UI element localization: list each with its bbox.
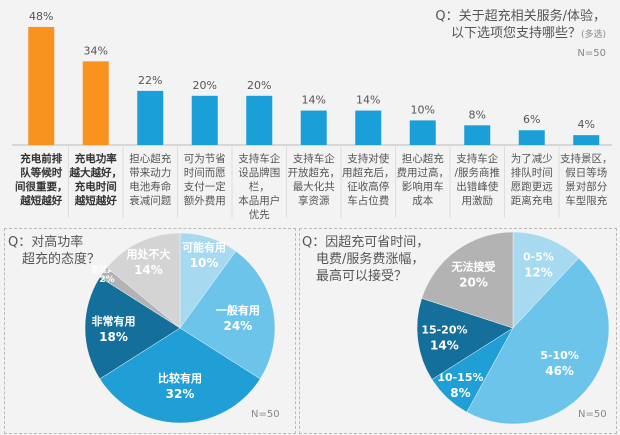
bar (246, 95, 273, 145)
pie-slice (179, 250, 276, 380)
slice-value: 46% (545, 364, 574, 378)
bar (191, 95, 218, 145)
bar-title-line: 以下选项您支持哪些？ (450, 26, 581, 41)
pie-slice (466, 257, 610, 425)
bar-sample-size: N=50 (577, 48, 606, 59)
pie-slice (416, 298, 514, 380)
pie2-sample-size: N=50 (578, 409, 607, 420)
category-label: 支持车企/服务商推 出错峰使 用激励 (454, 153, 501, 207)
category-label: 充电功率 越大越好， 充电时间 越短越好 (69, 153, 123, 207)
bar-value-label: 14% (356, 94, 380, 107)
bar (518, 130, 545, 145)
slice-value: 14% (134, 263, 163, 277)
pie-slice (512, 231, 580, 329)
slice-value: 8% (450, 386, 470, 400)
pie2-title-line: Q：因超充可省时间， (302, 235, 430, 250)
bar-value-label: 10% (411, 103, 435, 116)
bar-value-label: 20% (247, 79, 271, 92)
bar (464, 125, 491, 145)
pie2-title-line: 电费/服务费涨幅， (316, 252, 425, 267)
bar-value-label: 6% (523, 113, 540, 126)
pie1-sample-size: N=50 (251, 409, 280, 420)
slice-value: 14% (430, 339, 459, 353)
slice-label: 15-20% (421, 324, 467, 337)
pie2-title-line: 最高可以接受？ (316, 269, 408, 284)
bar (409, 120, 436, 145)
slice-value: 2% (99, 275, 114, 285)
pie1-frame (4, 228, 296, 434)
bar (137, 90, 164, 145)
slice-value: 24% (223, 319, 252, 333)
category-label: 充电前排 队等候时 间很重要， 越短越好 (15, 153, 68, 207)
pie-slice (99, 327, 261, 424)
slice-label: 可能有用 (182, 240, 226, 254)
bar-value-label: 20% (193, 79, 217, 92)
pie1-title-line: 超充的态度？ (22, 252, 101, 267)
slice-label: 言过其实 (91, 264, 123, 274)
bar (355, 110, 382, 145)
bar-value-label: 22% (138, 74, 162, 87)
slice-label: 非常有用 (92, 314, 136, 328)
slice-label: 用处不大 (126, 247, 170, 261)
slice-label: 10-15% (437, 371, 483, 384)
bar-value-label: 8% (469, 108, 486, 121)
category-label: 担心超充 带来动力 电池寿命 衰减问题 (129, 153, 172, 207)
multi-select-note: (多选) (580, 30, 606, 40)
category-label: 支持对使 用超充后， 征收高停 车占位费 (342, 153, 395, 207)
category-label: 支持景区， 假日等场 景对部分 车型限充 (560, 153, 613, 207)
bar (573, 135, 600, 145)
pie-slice (84, 276, 181, 380)
bar-value-label: 4% (578, 118, 595, 131)
slice-value: 18% (99, 330, 128, 344)
pie-slice (421, 231, 514, 329)
slice-label: 5-10% (540, 349, 579, 362)
slice-label: 0-5% (523, 251, 554, 264)
slice-value: 20% (459, 276, 488, 290)
category-label: 担心超充 费用过高， 影响用车 成本 (396, 153, 450, 207)
category-label: 支持车企 开放超充， 最大化共 享资源 (287, 153, 341, 207)
bar-value-label: 34% (84, 44, 108, 57)
bar-value-label: 48% (29, 10, 53, 23)
bar (300, 110, 327, 145)
category-label: 可为节省 时间而愿 支付一定 额外费用 (183, 153, 226, 207)
pie2-title: Q：因超充可省时间， 电费/服务费涨幅， 最高可以接受？ (302, 234, 429, 285)
category-label: 为了减少 排队时间 愿跑更远 距离充电 (510, 153, 553, 207)
category-label: 支持车企 设品牌围 栏， 本品用户 优先 (238, 153, 281, 221)
bar-value-label: 14% (302, 94, 326, 107)
pie1-title: Q：对高功率 超充的态度？ (8, 234, 100, 268)
slice-value: 12% (524, 266, 553, 280)
bar-chart-title: Q：关于超充相关服务/体验， 以下选项您支持哪些？(多选) (435, 8, 606, 44)
slice-label: 比较有用 (158, 371, 202, 385)
bar (82, 61, 109, 145)
bar-title-line: Q：关于超充相关服务/体验， (435, 9, 606, 24)
pie1-title-line: Q：对高功率 (8, 235, 84, 250)
pie2-frame (299, 228, 617, 434)
slice-value: 32% (166, 387, 195, 401)
slice-label: 一般有用 (216, 303, 260, 317)
pie-slice (106, 232, 181, 329)
bar (28, 26, 55, 146)
slice-value: 10% (190, 256, 219, 270)
slice-label: 无法接受 (451, 260, 496, 274)
